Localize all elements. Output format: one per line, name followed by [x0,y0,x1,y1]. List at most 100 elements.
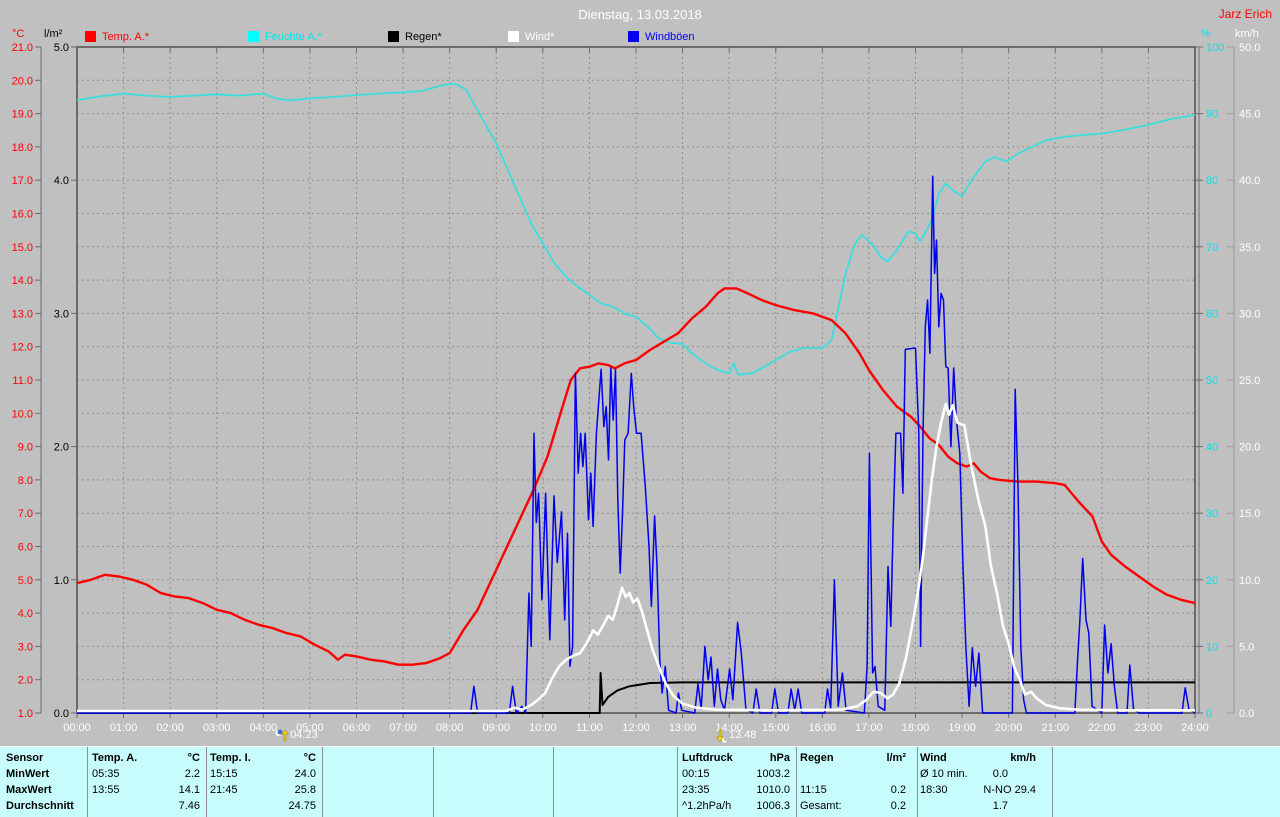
time-tick-label: 22:00 [1088,722,1116,734]
temp-tick-label: 19.0 [12,109,33,121]
time-tick-label: 06:00 [343,722,371,734]
temp-tick-label: 17.0 [12,175,33,187]
chart-area: 21.0 20.0 19.0 18.0 17.0 16.0 15.0 14.0 13.0 12.0… [12,42,1261,734]
time-tick-label: 01:00 [110,722,138,734]
rain-swatch-icon [388,31,399,42]
wind-tick-label: 25.0 [1239,375,1260,387]
time-tick-label: 23:00 [1135,722,1163,734]
col-name: Temp. I. [210,752,251,764]
min-value: 0.0 [992,768,1008,780]
wind-swatch-icon [508,31,519,42]
col-unit: l/m² [886,752,906,764]
max-time: 23:35 [682,784,710,796]
row-label-min: MinWert [6,768,50,780]
avg-value: 1006.3 [756,800,790,812]
time-tick-label: 11:00 [576,722,603,734]
humidity-tick-label: 90 [1206,109,1218,121]
series-windb-enline [77,175,1196,714]
humidity-tick-label: 40 [1206,442,1218,454]
page-title: Dienstag, 13.03.2018 [578,7,702,22]
max-value: N-NO 29.4 [983,784,1036,796]
temp-tick-label: 21.0 [12,42,33,54]
moonrise-time: 04:23 [290,729,318,741]
table-column-separator [796,747,797,817]
wind-tick-label: 35.0 [1239,242,1260,254]
temp-tick-label: 16.0 [12,209,33,221]
humidity-tick-label: 10 [1206,641,1218,653]
wind-tick-label: 30.0 [1239,308,1260,320]
wind-tick-label: 50.0 [1239,42,1260,54]
temp-tick-label: 2.0 [18,675,33,687]
wind-tick-label: 45.0 [1239,109,1260,121]
wind-tick-label: 5.0 [1239,641,1254,653]
wind-tick-label: 15.0 [1239,508,1260,520]
time-tick-label: 10:00 [529,722,557,734]
time-tick-label: 02:00 [156,722,184,734]
legend-item-gusts: Windböen [628,30,695,43]
avg-value: 24.75 [288,800,316,812]
time-tick-label: 03:00 [203,722,231,734]
time-tick-label: 14:00 [715,722,743,734]
col-unit: °C [187,752,200,764]
col-name: Wind [920,752,947,764]
max-value: 25.8 [294,784,316,796]
weather-chart-canvas: 21.0 20.0 19.0 18.0 17.0 16.0 15.0 14.0 13.0 12.0… [12,42,1261,734]
rain-tick-label: 4.0 [54,175,69,187]
wind-tick-label: 10.0 [1239,575,1260,587]
min-time: Ø 10 min. [920,768,968,780]
humidity-tick-label: 100 [1206,42,1224,54]
table-column-separator [553,747,554,817]
temp-tick-label: 12.0 [12,342,33,354]
col-name: Temp. A. [92,752,138,764]
time-tick-label: 08:00 [436,722,464,734]
moonrise-marker: 04:23 [275,729,318,743]
min-time: 15:15 [210,768,238,780]
series-temp-a-line [76,287,1196,666]
max-value: 14.1 [178,784,200,796]
legend-item-wind: Wind* [508,30,554,43]
temp-tick-label: 13.0 [12,308,33,320]
gusts-swatch-icon [628,31,639,42]
temp-tick-label: 3.0 [18,641,33,653]
summary-table: Sensor MinWert MaxWert Durchschnitt Temp… [0,746,1280,817]
row-label-avg: Durchschnitt [6,800,74,812]
temp-tick-label: 14.0 [12,275,33,287]
temp-tick-label: 1.0 [18,708,33,720]
time-tick-label: 05:00 [296,722,324,734]
humidity-swatch-icon [248,31,259,42]
humidity-tick-label: 20 [1206,575,1218,587]
table-column-separator [87,747,88,817]
temp-swatch-icon [85,31,96,42]
min-value: 1003.2 [756,768,790,780]
table-column-separator [917,747,918,817]
table-row-labels: Sensor MinWert MaxWert Durchschnitt [6,747,86,814]
time-tick-label: 18:00 [902,722,930,734]
avg-label: Gesamt: [800,800,842,812]
min-value: 24.0 [294,768,316,780]
table-column-separator [322,747,323,817]
temp-tick-label: 8.0 [18,475,33,487]
table-col-pressure: Luftdruck hPa 00:15 1003.2 23:35 1010.0 ^1.… [682,747,790,814]
max-value: 0.2 [890,784,906,796]
rain-tick-label: 5.0 [54,42,69,54]
temp-tick-label: 9.0 [18,442,33,454]
moonset-icon [715,729,728,743]
temp-tick-label: 7.0 [18,508,33,520]
temp-tick-label: 15.0 [12,242,33,254]
legend-item-humidity: Feuchte A.* [248,30,322,43]
wind-tick-label: 40.0 [1239,175,1260,187]
avg-label: ^1.2hPa/h [682,800,732,812]
rain-tick-label: 2.0 [54,442,69,454]
moonset-marker: 13:48 [714,729,756,743]
station-name: Jarz Erich [1218,7,1272,21]
table-column-separator [206,747,207,817]
legend-label: Windböen [645,30,695,43]
table-column-separator [677,747,678,817]
avg-value: 0.2 [890,800,906,812]
table-col-temp-a: Temp. A. °C 05:35 2.2 13:55 14.1 7.46 [92,747,200,814]
time-tick-label: 00:00 [63,722,91,734]
min-time: 00:15 [682,768,710,780]
table-column-separator [1052,747,1053,817]
avg-value: 7.46 [178,800,200,812]
rain-tick-label: 0.0 [54,708,69,720]
